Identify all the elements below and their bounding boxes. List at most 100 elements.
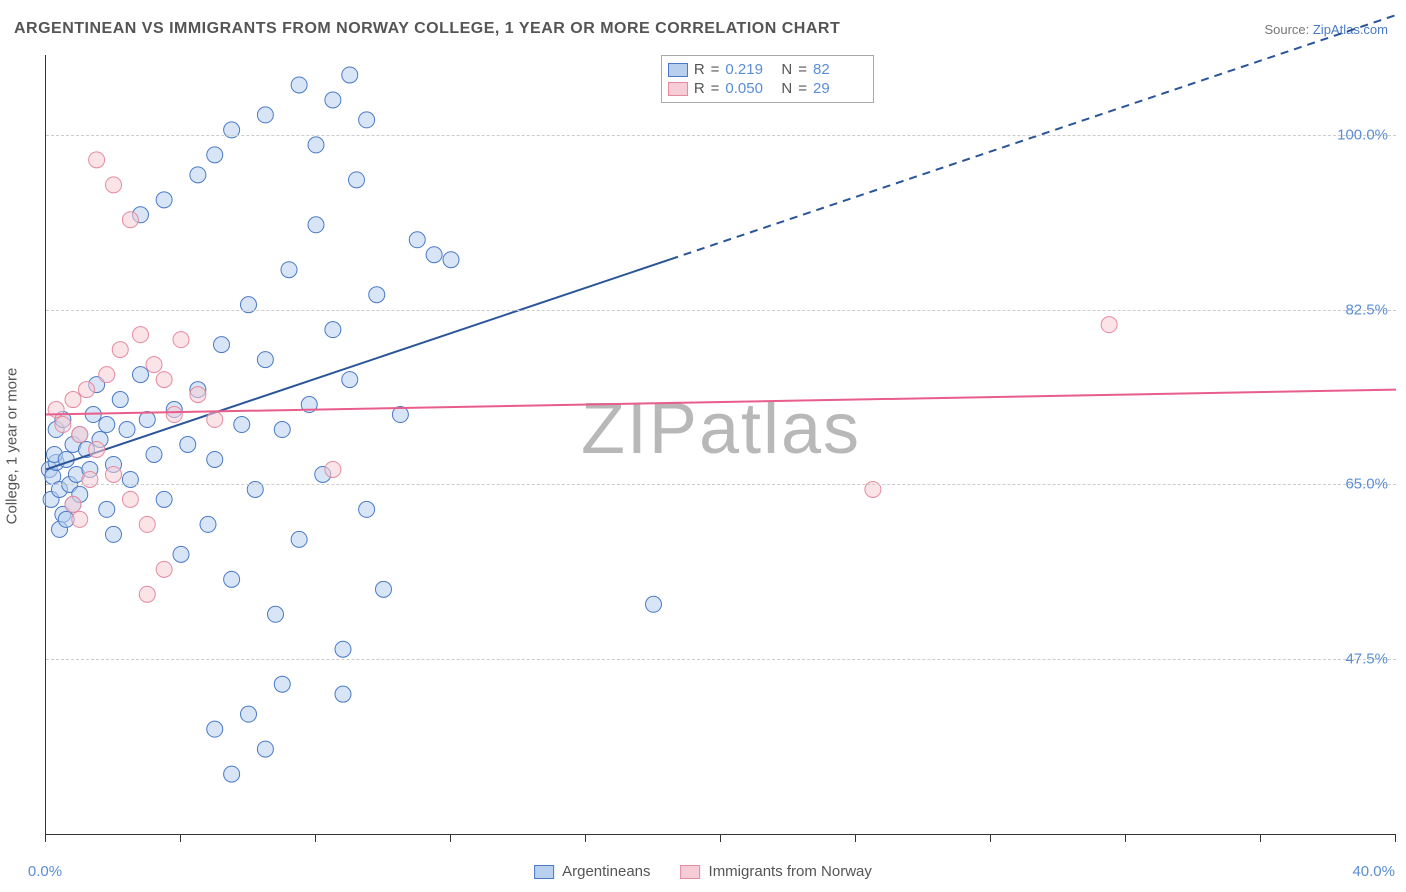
scatter-point (190, 167, 206, 183)
swatch-pink-icon (681, 865, 701, 879)
scatter-point (224, 766, 240, 782)
stat-r-value-2: 0.050 (725, 80, 775, 97)
scatter-point (214, 337, 230, 353)
x-axis-max-label: 40.0% (1352, 863, 1395, 880)
scatter-point (65, 496, 81, 512)
scatter-point (207, 147, 223, 163)
y-tick-label: 82.5% (1345, 301, 1388, 318)
scatter-point (139, 586, 155, 602)
scatter-point (241, 706, 257, 722)
stat-label-n: N (781, 80, 792, 97)
scatter-point (106, 526, 122, 542)
x-tick (180, 835, 181, 842)
scatter-point (308, 137, 324, 153)
legend-item-2: Immigrants from Norway (681, 863, 872, 880)
scatter-point (291, 531, 307, 547)
scatter-point (359, 501, 375, 517)
scatter-point (65, 392, 81, 408)
scatter-point (308, 217, 324, 233)
stats-row-series-1: R = 0.219 N = 82 (668, 60, 863, 79)
stat-eq: = (798, 61, 807, 78)
gridline-h (46, 484, 1396, 485)
scatter-point (342, 372, 358, 388)
stat-label-r: R (694, 61, 705, 78)
x-axis-min-label: 0.0% (28, 863, 62, 880)
scatter-point (207, 412, 223, 428)
swatch-pink-icon (668, 82, 688, 96)
scatter-point (156, 372, 172, 388)
scatter-point (349, 172, 365, 188)
scatter-point (173, 332, 189, 348)
x-tick (1260, 835, 1261, 842)
legend-item-1: Argentineans (534, 863, 650, 880)
scatter-point (234, 417, 250, 433)
scatter-point (257, 741, 273, 757)
scatter-point (79, 382, 95, 398)
scatter-point (55, 417, 71, 433)
gridline-h (46, 310, 1396, 311)
chart-plot-area: ZIPatlas 47.5%65.0%82.5%100.0% (45, 55, 1396, 835)
gridline-h (46, 135, 1396, 136)
scatter-point (139, 516, 155, 532)
stat-eq: = (711, 61, 720, 78)
scatter-point (146, 446, 162, 462)
scatter-point (89, 441, 105, 457)
scatter-point (1101, 317, 1117, 333)
scatter-point (376, 581, 392, 597)
source-attribution: Source: ZipAtlas.com (1264, 22, 1388, 37)
stat-label-r: R (694, 80, 705, 97)
scatter-point (200, 516, 216, 532)
stats-row-series-2: R = 0.050 N = 29 (668, 79, 863, 98)
scatter-point (72, 511, 88, 527)
scatter-point (274, 676, 290, 692)
scatter-point (166, 407, 182, 423)
scatter-point (325, 461, 341, 477)
scatter-point (99, 417, 115, 433)
scatter-point (207, 451, 223, 467)
scatter-point (224, 571, 240, 587)
scatter-point (156, 491, 172, 507)
scatter-point (291, 77, 307, 93)
stat-r-value-1: 0.219 (725, 61, 775, 78)
swatch-blue-icon (534, 865, 554, 879)
x-tick (1125, 835, 1126, 842)
trend-line-dashed (670, 15, 1396, 259)
y-tick-label: 100.0% (1337, 126, 1388, 143)
x-tick (1395, 835, 1396, 842)
scatter-point (173, 546, 189, 562)
scatter-point (335, 686, 351, 702)
scatter-point (257, 352, 273, 368)
scatter-point (122, 212, 138, 228)
x-tick (450, 835, 451, 842)
scatter-point (99, 367, 115, 383)
gridline-h (46, 659, 1396, 660)
scatter-point (268, 606, 284, 622)
x-tick (720, 835, 721, 842)
stat-n-value-1: 82 (813, 61, 863, 78)
scatter-point (89, 152, 105, 168)
scatter-point (112, 342, 128, 358)
scatter-point (99, 501, 115, 517)
scatter-point (409, 232, 425, 248)
y-tick-label: 65.0% (1345, 476, 1388, 493)
scatter-point (359, 112, 375, 128)
scatter-point (257, 107, 273, 123)
swatch-blue-icon (668, 63, 688, 77)
scatter-point (646, 596, 662, 612)
scatter-point (426, 247, 442, 263)
stat-label-n: N (781, 61, 792, 78)
chart-title: ARGENTINEAN VS IMMIGRANTS FROM NORWAY CO… (14, 20, 840, 38)
bottom-legend: Argentineans Immigrants from Norway (534, 863, 872, 880)
y-tick-label: 47.5% (1345, 651, 1388, 668)
x-tick (585, 835, 586, 842)
scatter-point (443, 252, 459, 268)
scatter-point (133, 367, 149, 383)
scatter-point (146, 357, 162, 373)
scatter-point (139, 412, 155, 428)
y-axis-label: College, 1 year or more (4, 368, 21, 525)
scatter-point (156, 192, 172, 208)
scatter-point (112, 392, 128, 408)
stat-n-value-2: 29 (813, 80, 863, 97)
correlation-stats-box: R = 0.219 N = 82 R = 0.050 N = 29 (661, 55, 874, 103)
x-tick (45, 835, 46, 842)
